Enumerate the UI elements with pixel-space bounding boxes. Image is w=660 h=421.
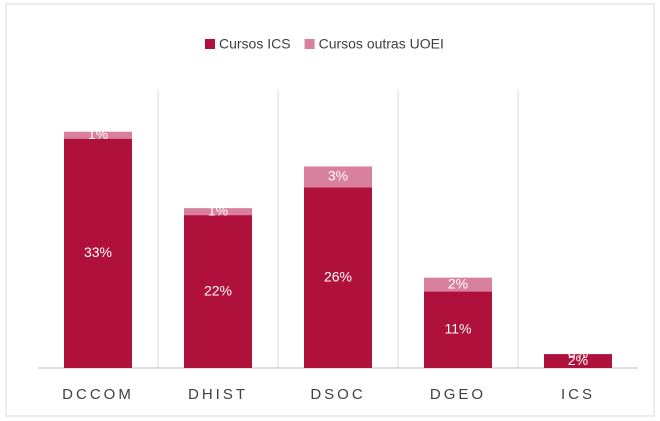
bar-segment [184,208,252,216]
bar-segment [424,291,492,368]
legend-label: Cursos outras UOEI [319,36,444,52]
value-label: 33% [84,244,112,260]
legend-swatch [205,39,215,49]
x-tick-label: ICS [561,386,595,403]
value-label: 1% [88,126,108,142]
value-label: 11% [445,320,472,336]
value-label: 26% [324,268,352,284]
bar-segment [424,277,492,292]
bar-segment [64,131,132,139]
x-tick-label: DSOC [310,386,365,403]
value-label: 2% [568,352,588,368]
value-label: 3% [328,168,348,184]
bar-segment [304,187,372,368]
chart-frame [5,3,655,417]
bar-segment [544,354,612,368]
bar-segment [184,215,252,368]
x-tick-label: DCCOM [62,386,134,403]
value-label: 0% [568,345,588,361]
legend-swatch [304,39,315,49]
legend-label: Cursos ICS [219,36,291,52]
bar-segment [304,166,372,188]
value-label: 1% [208,202,228,218]
x-tick-label: DGEO [430,386,486,403]
value-label: 2% [448,275,468,291]
bar-segment [64,138,132,368]
x-tick-label: DHIST [188,386,248,403]
value-label: 22% [204,282,232,298]
